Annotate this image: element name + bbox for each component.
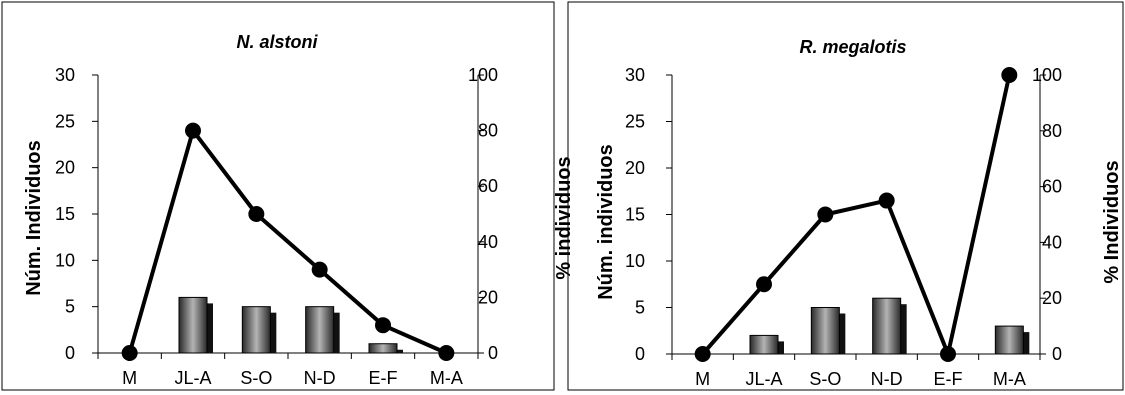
- bar: [241, 306, 271, 354]
- line-point: [756, 276, 772, 293]
- y-right-tick-label: 40: [1042, 232, 1062, 252]
- bar: [368, 343, 398, 354]
- y-right-tick-label: 20: [1042, 288, 1062, 308]
- bar: [305, 306, 335, 354]
- bar: [749, 334, 779, 355]
- y-right-tick-label: 100: [1032, 65, 1062, 85]
- bar: [810, 307, 840, 355]
- y-left-tick-label: 0: [65, 343, 75, 363]
- y-left-tick-label: 25: [625, 112, 645, 132]
- y-axis-left-label: Núm. individuos: [595, 144, 617, 300]
- x-tick-label: JL-A: [174, 368, 211, 388]
- y-axis-right-label: % Individuos: [1101, 160, 1123, 283]
- chart-title: R. megalotis: [799, 37, 906, 57]
- x-tick-label: S-O: [240, 368, 272, 388]
- x-tick-label: E-F: [934, 369, 963, 389]
- y-right-tick-label: 40: [478, 232, 498, 252]
- y-left-tick-label: 5: [635, 298, 645, 318]
- y-left-tick-label: 30: [625, 65, 645, 85]
- y-left-tick-label: 25: [55, 111, 75, 131]
- line-point: [248, 206, 265, 222]
- y-left-tick-label: 30: [55, 65, 75, 85]
- chart-panel-r-megalotis: R. megalotis 0 5 10 15 20 25 30 0 20 40 60 80 100 M JL…: [595, 37, 1123, 389]
- y-left-tick-label: 10: [55, 250, 75, 270]
- y-left-tick-label: 20: [55, 158, 75, 178]
- x-tick-label: N-D: [871, 369, 903, 389]
- y-left-tick-label: 0: [635, 344, 645, 364]
- y-right-tick-label: 0: [488, 343, 498, 363]
- line-point: [940, 346, 956, 362]
- line-point: [185, 122, 201, 139]
- y-left-tick-label: 20: [625, 158, 645, 178]
- y-left-tick-label: 5: [65, 297, 75, 317]
- bar: [994, 325, 1024, 355]
- y-axis-right-label: % individuos: [553, 156, 575, 279]
- x-tick-label: N-D: [304, 368, 336, 388]
- line-point: [121, 345, 138, 361]
- line-point: [1001, 67, 1018, 83]
- chart-title: N. alstoni: [236, 32, 318, 52]
- line-series: [701, 74, 1012, 356]
- y-right-tick-label: 80: [478, 121, 498, 141]
- line-point: [438, 345, 455, 361]
- line-point: [817, 206, 834, 223]
- bar: [872, 297, 902, 355]
- line-series: [127, 128, 448, 355]
- line-point: [311, 261, 328, 278]
- bar: [178, 296, 208, 354]
- chart-panel-n-alstoni: N. alstoni 0 5 10 15 20 25 30 0 20 40 60 80 100 M JL-A…: [23, 32, 575, 388]
- line-point: [694, 346, 711, 362]
- y-left-tick-label: 15: [55, 204, 75, 224]
- x-tick-label: M-A: [430, 368, 463, 388]
- y-right-tick-label: 60: [1042, 177, 1062, 197]
- x-tick-label: M: [695, 369, 710, 389]
- y-right-tick-label: 0: [1052, 344, 1062, 364]
- x-tick-label: M-A: [993, 369, 1026, 389]
- line-point: [878, 192, 895, 209]
- y-right-tick-label: 100: [468, 65, 498, 85]
- y-right-tick-label: 80: [1042, 121, 1062, 141]
- x-tick-label: S-O: [809, 369, 841, 389]
- y-right-tick-label: 60: [478, 176, 498, 196]
- x-tick-label: JL-A: [745, 369, 782, 389]
- x-tick-label: E-F: [369, 368, 398, 388]
- y-left-tick-label: 10: [625, 251, 645, 271]
- y-right-tick-label: 20: [478, 287, 498, 307]
- y-left-tick-label: 15: [625, 205, 645, 225]
- panel-frame-2: [567, 1, 1124, 391]
- y-axis-left-label: Núm. Individuos: [23, 140, 45, 296]
- x-tick-label: M: [122, 368, 137, 388]
- line-point: [375, 317, 391, 334]
- panel-frame-1: [1, 1, 555, 391]
